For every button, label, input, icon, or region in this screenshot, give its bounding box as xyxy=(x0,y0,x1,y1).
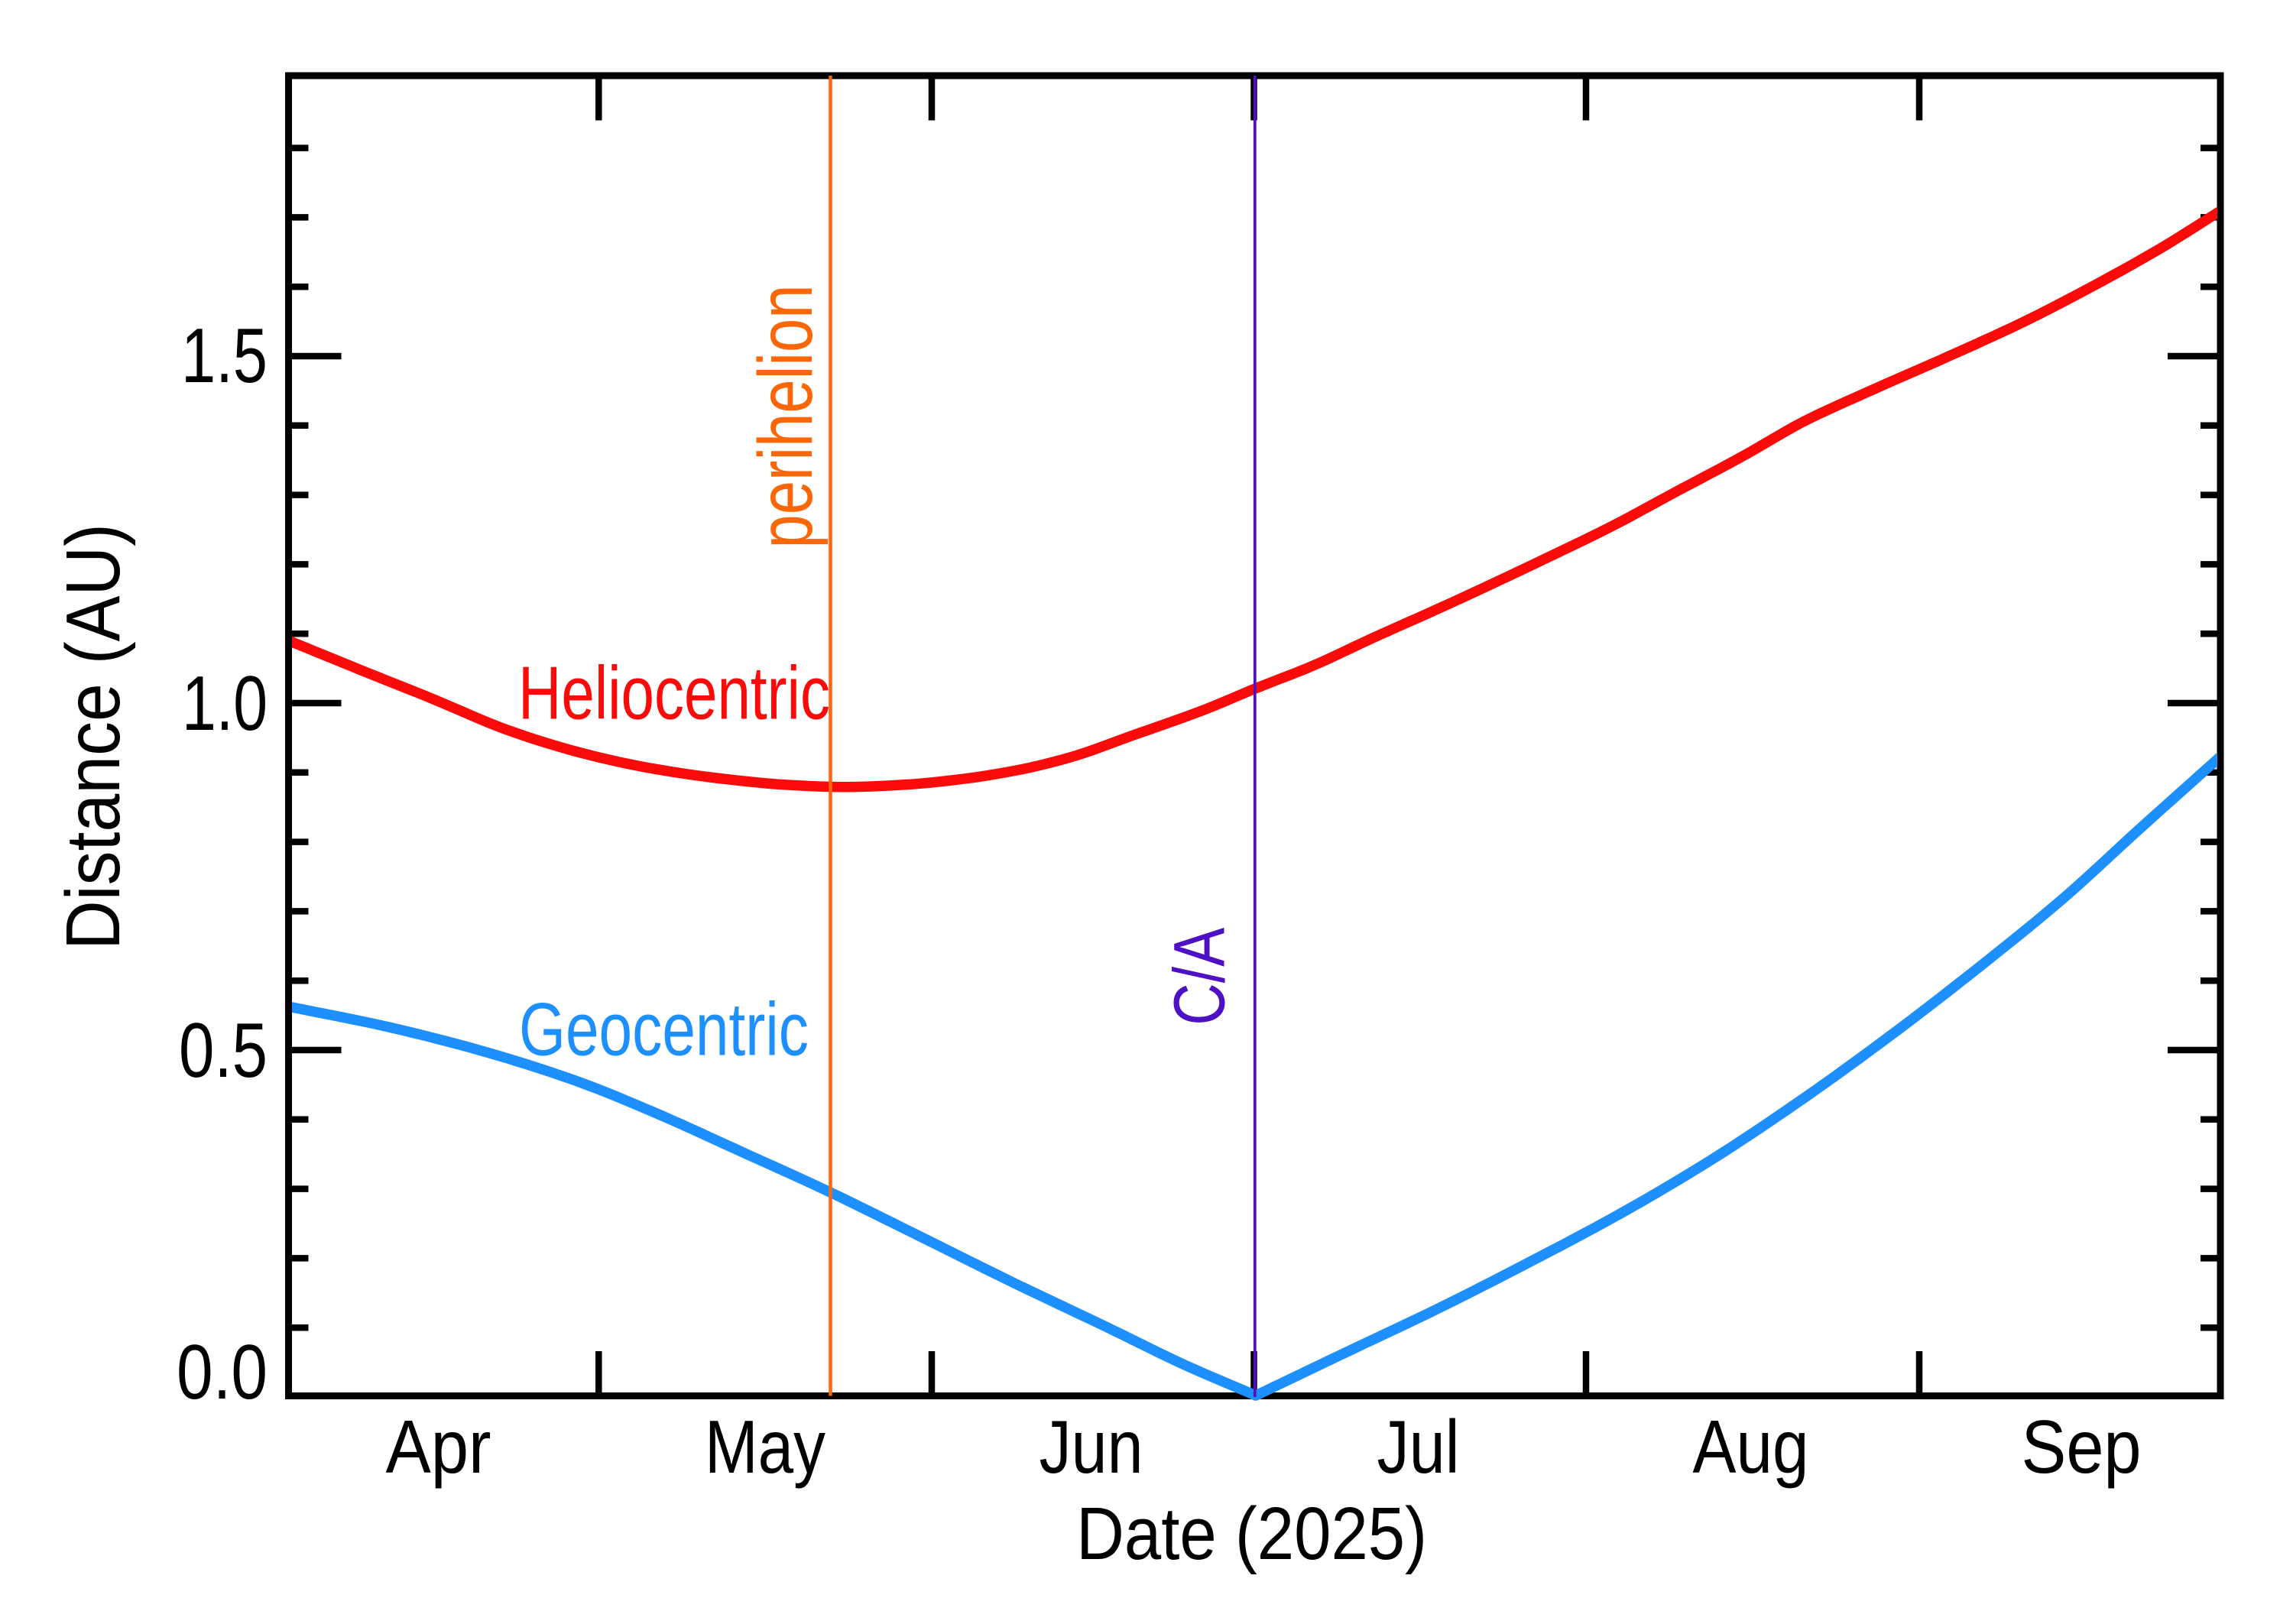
svg-text:Distance (AU): Distance (AU) xyxy=(50,524,136,950)
svg-text:Sep: Sep xyxy=(2022,1405,2142,1489)
svg-text:Date (2025): Date (2025) xyxy=(1076,1492,1427,1575)
svg-text:Jul: Jul xyxy=(1377,1405,1460,1489)
svg-text:1.0: 1.0 xyxy=(182,661,268,747)
svg-text:perihelion: perihelion xyxy=(743,285,829,549)
svg-text:Apr: Apr xyxy=(386,1405,491,1489)
svg-text:1.5: 1.5 xyxy=(181,313,268,399)
svg-text:Heliocentric: Heliocentric xyxy=(518,651,830,735)
svg-text:0.5: 0.5 xyxy=(179,1008,268,1094)
svg-text:Aug: Aug xyxy=(1693,1405,1809,1489)
svg-text:Geocentric: Geocentric xyxy=(519,987,809,1071)
svg-text:C/A: C/A xyxy=(1159,927,1240,1026)
svg-text:0.0: 0.0 xyxy=(177,1330,268,1415)
svg-text:May: May xyxy=(705,1405,825,1489)
svg-text:Jun: Jun xyxy=(1039,1405,1143,1489)
